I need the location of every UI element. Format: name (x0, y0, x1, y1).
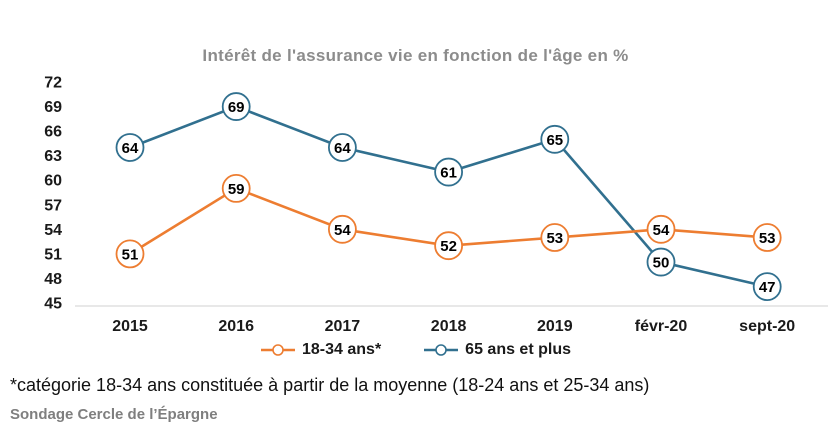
data-point-marker (540, 223, 570, 252)
legend-label-65-ans-et-plus: 65 ans et plus (465, 341, 571, 358)
data-point-label: 65 (546, 132, 563, 149)
data-point-marker (434, 231, 464, 261)
data-point-label: 59 (228, 181, 245, 198)
y-axis-tick-label: 66 (44, 124, 62, 141)
data-point-marker (752, 272, 782, 302)
legend-swatch-blue-icon (423, 344, 459, 356)
data-point-marker (646, 214, 676, 244)
chart-title: Intérêt de l'assurance vie en fonction d… (202, 46, 629, 65)
x-axis-tick-label: 2017 (325, 318, 361, 335)
data-point-label: 61 (440, 165, 457, 182)
data-point-marker (646, 247, 676, 277)
x-axis-tick-label: 2016 (218, 318, 254, 335)
y-axis-tick-label: 60 (44, 173, 62, 190)
y-axis-tick-label: 69 (44, 99, 62, 116)
x-axis-tick-label: 2018 (431, 318, 467, 335)
data-point-label: 51 (122, 246, 139, 263)
footnote: *catégorie 18-34 ans constituée à partir… (10, 375, 650, 395)
data-point-marker (327, 214, 357, 244)
data-point-marker (540, 124, 570, 154)
data-point-marker (434, 157, 464, 187)
y-axis-tick-label: 51 (44, 246, 62, 263)
legend-item-18-34-ans: 18-34 ans* (260, 341, 381, 359)
data-point-label: 54 (653, 222, 670, 239)
data-point-label: 47 (759, 279, 776, 296)
data-point-label: 50 (653, 255, 670, 272)
data-point-label: 52 (440, 238, 457, 255)
data-point-label: 53 (546, 230, 563, 247)
data-point-label: 64 (334, 140, 351, 157)
x-axis-tick-label: févr-20 (635, 318, 688, 335)
x-axis-tick-label: 2019 (537, 318, 573, 335)
x-axis-tick-label: sept-20 (739, 318, 795, 335)
data-point-label: 54 (334, 222, 351, 239)
line-chart: 45 48 51 54 57 60 63 66 69 72 2015 2016 2017 2018 2019… (44, 75, 828, 335)
x-axis-tick-label: 2015 (112, 318, 148, 335)
data-point-marker (327, 133, 357, 162)
data-point-marker (115, 133, 145, 162)
y-axis-tick-label: 57 (44, 197, 62, 214)
y-axis-tick-label: 48 (44, 271, 62, 288)
data-point-marker (115, 239, 145, 269)
source-credit: Sondage Cercle de l’Épargne (10, 406, 218, 423)
legend-label-18-34-ans: 18-34 ans* (302, 341, 382, 358)
data-point-label: 53 (759, 230, 776, 247)
y-axis-tick-label: 63 (44, 148, 62, 165)
data-point-marker (221, 174, 251, 203)
data-point-marker (752, 223, 782, 252)
chart-legend: 18-34 ans* 65 ans et plus (0, 341, 831, 359)
data-point-label: 64 (122, 140, 139, 157)
data-point-marker (221, 92, 251, 121)
y-axis-tick-label: 72 (44, 75, 62, 92)
y-axis-tick-label: 54 (44, 222, 62, 239)
data-point-label: 69 (228, 99, 245, 116)
y-axis-tick-label: 45 (44, 296, 62, 313)
legend-item-65-ans-et-plus: 65 ans et plus (423, 341, 571, 359)
legend-swatch-orange-icon (260, 344, 296, 356)
